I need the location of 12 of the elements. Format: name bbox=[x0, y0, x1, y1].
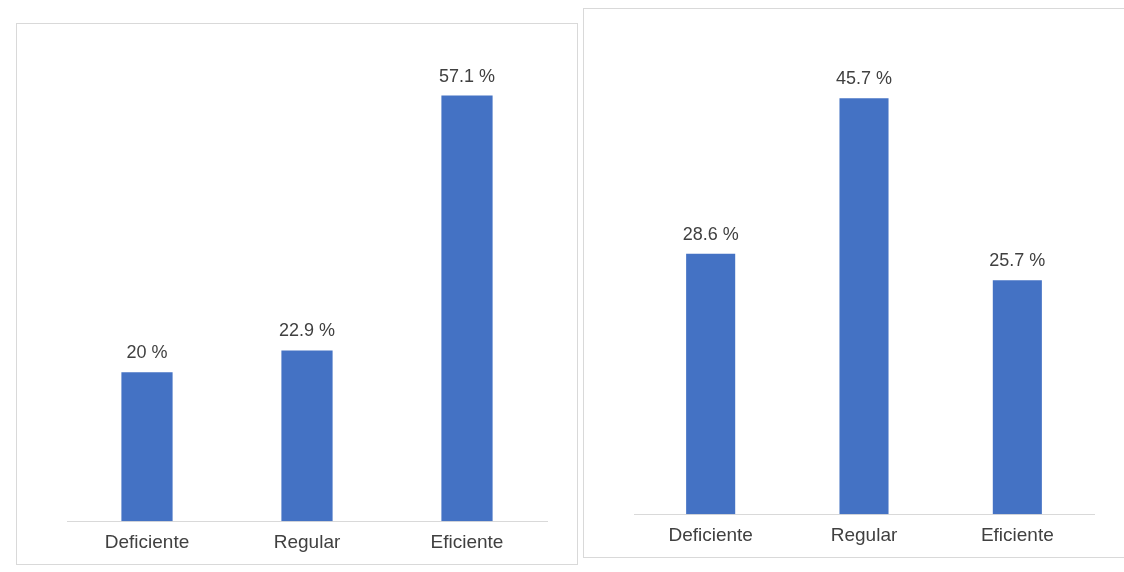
data-label: 57.1 % bbox=[438, 65, 496, 86]
data-label: 25.7 % bbox=[989, 250, 1046, 271]
x-tick-label: Deficiente bbox=[668, 523, 753, 545]
x-tick-label: Regular bbox=[830, 523, 898, 545]
x-tick-label: Eficiente bbox=[430, 530, 504, 552]
data-label: 22.9 % bbox=[278, 320, 336, 341]
x-tick-label: Deficiente bbox=[104, 530, 190, 552]
data-label: 45.7 % bbox=[835, 68, 893, 89]
data-label: 20 % bbox=[126, 342, 168, 363]
x-tick-label: Regular bbox=[273, 530, 341, 552]
x-tick-label: Eficiente bbox=[980, 523, 1054, 545]
data-label: 28.6 % bbox=[682, 223, 739, 244]
